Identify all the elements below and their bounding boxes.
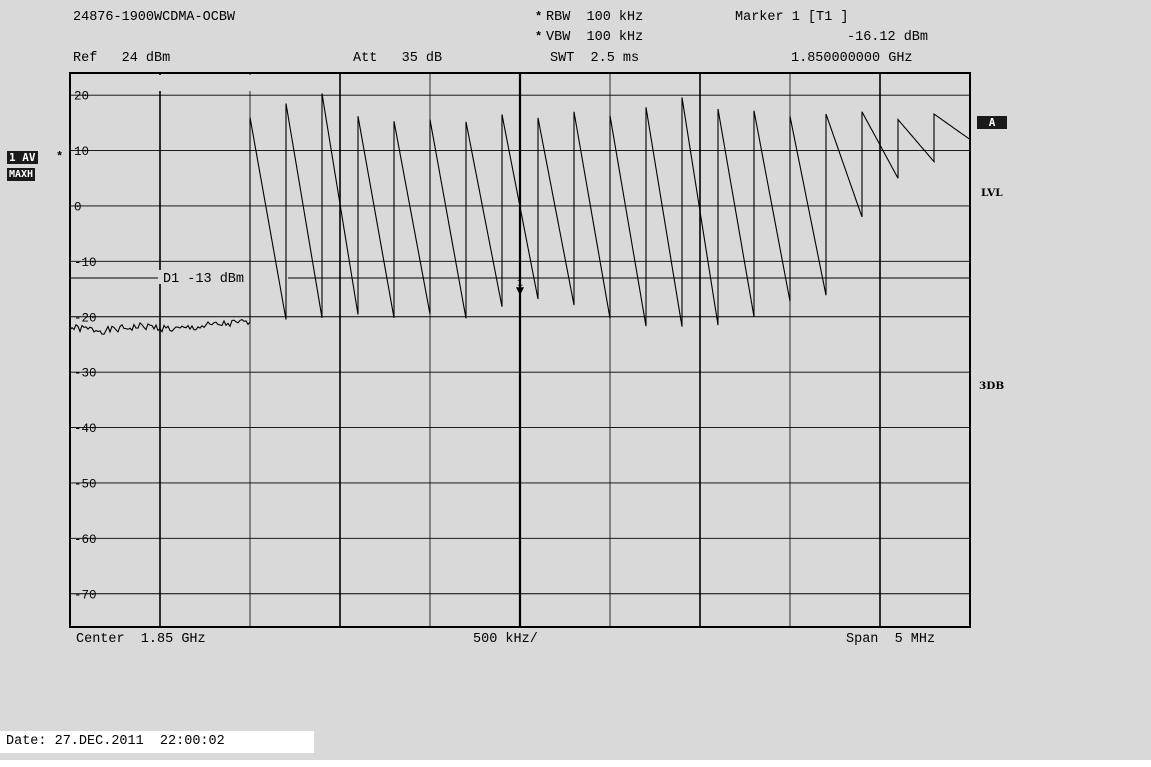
y-tick-label: 10 [74,145,89,159]
chart-grid [69,72,971,628]
marker-level: -16.12 dBm [847,30,929,45]
attenuation: Att 35 dB [353,51,443,66]
detector-badge: MAXH [7,168,36,181]
trace-letter-badge: A [977,116,1007,129]
marker-label: Marker 1 [T1 ] [735,10,849,25]
date-box [0,731,314,753]
y-tick-label: 20 [74,90,89,104]
rbw-coupled-star: * [535,10,543,24]
vbw-coupled-star: * [535,30,543,44]
y-tick-label: -40 [74,422,97,436]
display-line-label-bg [158,269,288,284]
offset-label-bg [117,75,307,91]
marker-1-label: 1 [517,278,523,289]
date-stamp: Date: 27.DEC.2011 22:00:02 [6,734,225,749]
frequency-per-division: 500 kHz/ [473,632,538,647]
y-tick-label: -20 [74,311,97,325]
lvl-label: LVL [981,187,1003,199]
sweep-time: SWT 2.5 ms [550,51,640,66]
display-line-label: D1 -13 dBm [163,272,244,287]
measurement-title: 24876-1900WCDMA-OCBW [73,10,236,25]
y-tick-label: -70 [74,588,97,602]
y-tick-label: -10 [74,256,97,270]
marker-frequency: 1.850000000 GHz [791,51,913,66]
3db-label: 3DB [979,380,1005,392]
reference-level: Ref 24 dBm [73,51,171,66]
vbw-setting: VBW 100 kHz [546,30,644,45]
trace-mode-badge: 1 AV [7,151,38,164]
rbw-setting: RBW 100 kHz [546,10,644,25]
trace-line [69,93,971,335]
y-tick-label: -30 [74,367,97,381]
marker-1-symbol [516,287,524,296]
y-tick-label: 0 [74,200,82,214]
trace-layer: 1 [69,93,971,335]
y-tick-label: -50 [74,477,97,491]
span: Span 5 MHz [846,632,936,647]
trace-star: * [56,150,64,164]
y-tick-label: -60 [74,533,97,547]
y-axis-ticks: 20 10 0 -10 -20 -30 -40 -50 -60 -70 [74,90,97,603]
center-frequency: Center 1.85 GHz [76,632,206,647]
